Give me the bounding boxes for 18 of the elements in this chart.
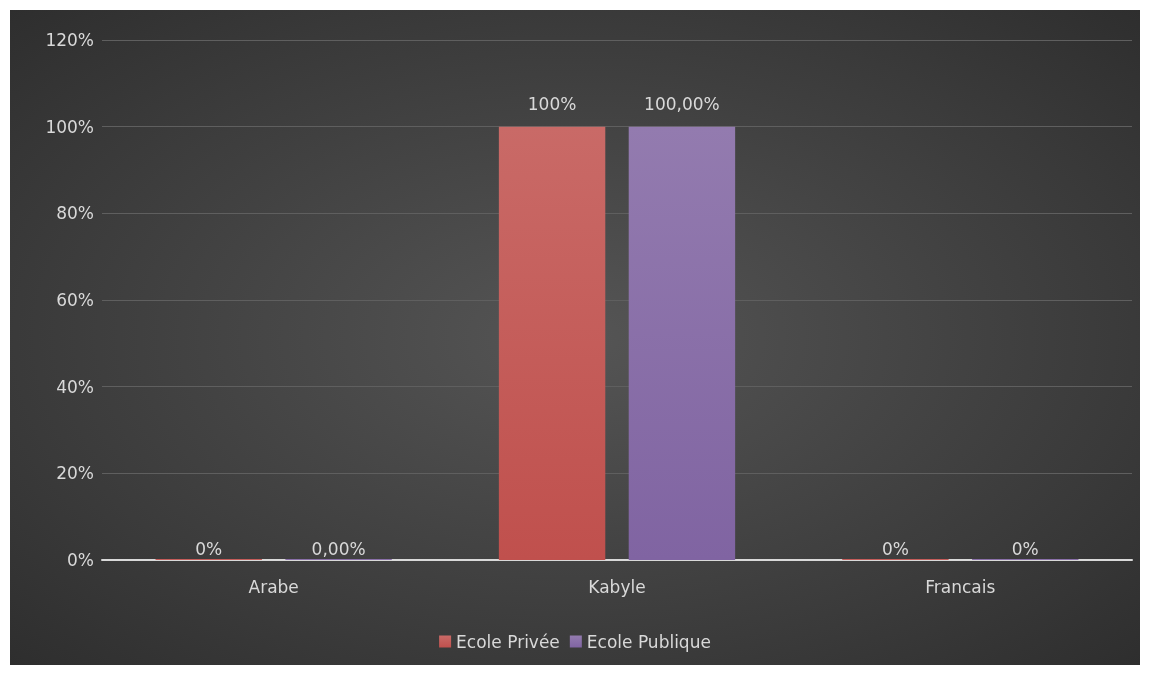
legend-label: Ecole Publique	[586, 631, 711, 652]
data-label: 0,00%	[311, 538, 366, 559]
y-tick-label: 80%	[56, 203, 94, 224]
data-label: 0%	[195, 538, 223, 559]
data-label: 0%	[881, 538, 909, 559]
y-tick-label: 40%	[56, 376, 94, 397]
y-tick-label: 60%	[56, 290, 94, 310]
x-tick-label: Francais	[925, 576, 996, 597]
y-tick-label: 0%	[67, 550, 94, 570]
x-tick-label: Arabe	[248, 576, 299, 597]
y-tick-label: 20%	[56, 463, 94, 484]
data-label: 0%	[1011, 538, 1039, 559]
data-label: 100%	[527, 94, 577, 115]
legend-label: Ecole Privée	[456, 631, 560, 652]
data-label: 100,00%	[644, 94, 720, 115]
y-tick-label: 100%	[45, 116, 94, 137]
x-tick-label: Kabyle	[588, 576, 646, 597]
y-tick-label: 120%	[45, 30, 94, 50]
